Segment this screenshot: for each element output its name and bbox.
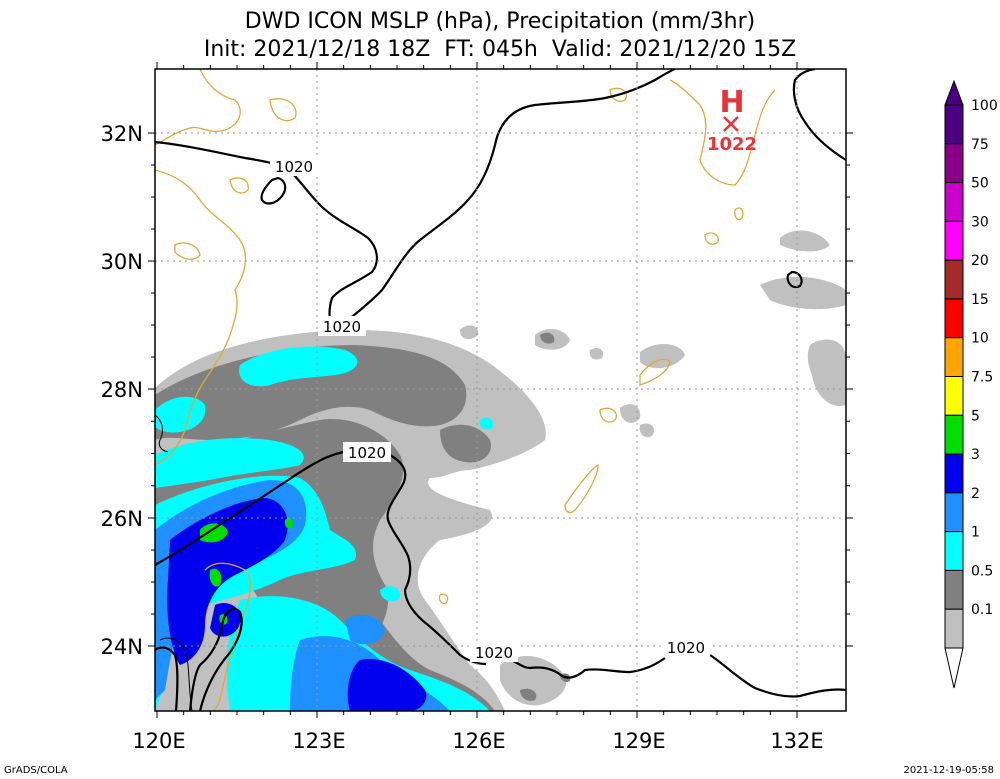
x-tick-label: 123E [292,729,345,753]
high-center-x-icon [723,116,739,132]
colorbar-level-label: 2 [971,486,980,502]
footer-timestamp: 2021-12-19-05:58 [903,765,994,776]
plot-frame [154,68,847,712]
y-tick-label: 32N [101,122,143,146]
colorbar-swatch [944,569,964,610]
colorbar-level-label: 30 [971,214,989,230]
colorbar-level-label: 5 [971,408,980,424]
high-symbol: H [719,85,744,120]
colorbar-swatch [944,298,964,339]
precip-colorbar: 100 75 50 30 20 15 10 7.5 5 3 2 1 0.5 0.1 [944,79,998,689]
colorbar-swatch [944,608,964,649]
colorbar-swatch [944,259,964,300]
colorbar-level-label: 7.5 [971,370,993,386]
colorbar-level-label: 3 [971,447,980,463]
isobar-label: 1020 [323,318,361,336]
x-tick-label: 132E [770,729,823,753]
precip-5-layer [200,517,293,625]
colorbar-level-label: 100 [971,98,998,114]
isobar-label: 1020 [475,644,513,662]
isobar-label: 1020 [348,444,386,462]
colorbar-swatch [944,453,964,494]
borders [155,414,193,711]
gridlines [155,69,846,711]
y-axis-labels: 32N 30N 28N 26N 24N [101,122,143,659]
colorbar-swatch [944,182,964,222]
x-axis-labels: 120E 123E 126E 129E 132E [132,729,823,753]
high-value: 1022 [707,134,757,155]
isobar-label: 1020 [667,639,705,657]
footer-software: GrADS/COLA [4,765,68,776]
x-tick-label: 120E [132,729,185,753]
y-tick-label: 26N [101,507,143,531]
coastlines [155,69,776,711]
colorbar-swatch [944,220,964,261]
y-tick-label: 24N [101,635,143,659]
x-tick-label: 129E [612,729,665,753]
colorbar-level-label: 50 [971,176,989,192]
colorbar-swatch [944,492,964,533]
colorbar-level-label: 10 [971,331,989,347]
map-subtitle: Init: 2021/12/18 18Z FT: 045h Valid: 202… [203,37,797,62]
colorbar-level-label: 20 [971,253,989,269]
colorbar-swatch [944,376,964,416]
colorbar-swatch [944,143,964,184]
colorbar-level-label: 0.5 [971,563,993,579]
colorbar-swatch [944,531,964,571]
isobar-labels: 1020 1020 1020 1020 1020 [270,156,710,662]
colorbar-top-arrow [944,79,964,106]
colorbar-swatch [944,414,964,455]
x-tick-label: 126E [452,729,505,753]
isobars [155,69,846,711]
colorbar-level-label: 0.1 [971,602,993,618]
map-title: DWD ICON MSLP (hPa), Precipitation (mm/3… [244,9,756,34]
plot-area [155,69,846,711]
high-pressure-center: H 1022 [707,85,757,155]
axis-ticks [148,62,853,718]
y-tick-label: 28N [101,378,143,402]
colorbar-swatch [944,337,964,378]
colorbar-level-label: 15 [971,292,989,308]
colorbar-level-label: 75 [971,137,989,153]
colorbar-level-label: 1 [971,525,980,541]
y-tick-label: 30N [101,250,143,274]
colorbar-bottom-arrow [944,647,964,689]
isobar-label: 1020 [275,158,313,176]
colorbar-swatch [944,104,964,145]
